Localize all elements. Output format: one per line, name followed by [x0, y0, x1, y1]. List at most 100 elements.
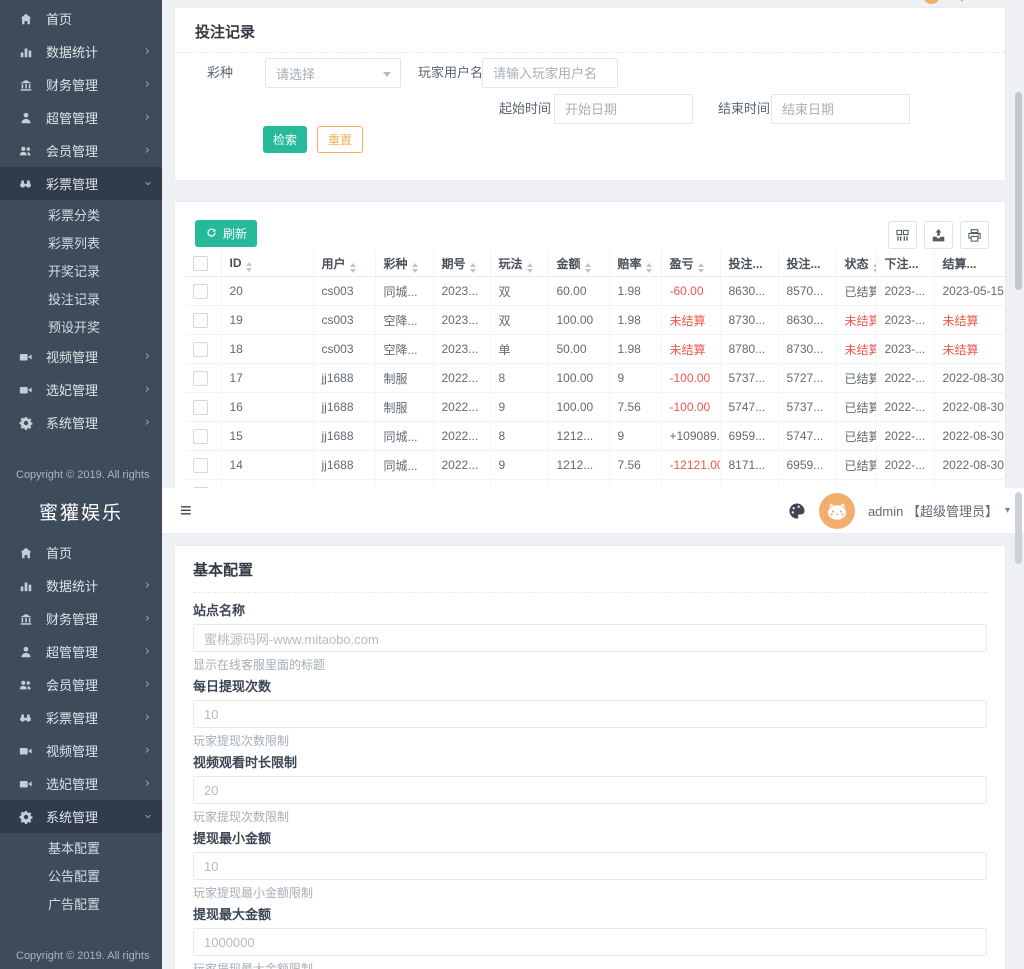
scrollbar[interactable]	[1015, 92, 1022, 290]
row-checkbox[interactable]	[193, 283, 208, 299]
sidebar-item[interactable]: 系统管理 ›	[0, 800, 162, 833]
sidebar-item[interactable]: 首页	[0, 2, 162, 35]
table-cell: 5737...	[720, 363, 779, 393]
field-input[interactable]	[193, 852, 987, 880]
start-date-input[interactable]	[554, 94, 693, 124]
sidebar-item[interactable]: 首页	[0, 536, 162, 569]
select-all-checkbox[interactable]	[193, 256, 208, 272]
sidebar-subitem[interactable]: 基本配置	[0, 833, 162, 861]
sidebar-item[interactable]: 系统管理 ›	[0, 406, 162, 439]
row-checkbox[interactable]	[193, 428, 208, 444]
column-header[interactable]: 投注...	[720, 251, 779, 277]
table-cell: jj1688	[313, 479, 376, 488]
sidebar-item[interactable]: 超管管理 ›	[0, 101, 162, 134]
sort-icon[interactable]	[411, 262, 418, 273]
table-cell: 空降...	[375, 334, 434, 364]
sidebar-item[interactable]: 超管管理 ›	[0, 635, 162, 668]
refresh-button[interactable]: 刷新	[195, 220, 258, 247]
sidebar-item[interactable]: 选妃管理 ›	[0, 373, 162, 406]
row-checkbox[interactable]	[193, 457, 208, 473]
sidebar-subitem[interactable]: 预设开奖	[0, 312, 162, 340]
lottery-type-select[interactable]: 请选择	[265, 58, 401, 88]
player-username-input[interactable]	[482, 58, 618, 88]
sidebar-item[interactable]: 数据统计 ›	[0, 569, 162, 602]
sidebar-item[interactable]: 会员管理 ›	[0, 668, 162, 701]
column-header[interactable]: 状态	[836, 251, 877, 277]
field-input[interactable]	[193, 928, 987, 956]
row-checkbox[interactable]	[193, 399, 208, 415]
table-cell: 5747...	[778, 479, 837, 488]
sidebar: 首页 数据统计 › 财务管理 › 超管管理 › 会员管理 › 彩票管理 › 彩票分类 彩票列表 开奖记录投…	[0, 0, 162, 488]
row-checkbox[interactable]	[193, 486, 208, 488]
avatar[interactable]	[923, 0, 940, 4]
sidebar-item-label: 超管管理	[46, 645, 99, 660]
column-header[interactable]: 盈亏	[661, 251, 721, 277]
sort-icon[interactable]	[245, 261, 252, 272]
search-button[interactable]: 检索	[263, 126, 307, 153]
sidebar-item[interactable]: 视频管理 ›	[0, 340, 162, 373]
theme-palette-icon[interactable]	[788, 502, 806, 520]
sort-icon[interactable]	[349, 262, 356, 273]
sort-icon[interactable]	[872, 262, 875, 273]
gear-icon	[17, 809, 34, 825]
sidebar-subitem[interactable]: 公告配置	[0, 861, 162, 889]
sort-icon[interactable]	[697, 262, 704, 273]
sidebar-item[interactable]: 视频管理 ›	[0, 734, 162, 767]
sidebar-subitem[interactable]: 彩票列表	[0, 228, 162, 256]
column-header[interactable]: 金额	[548, 251, 610, 277]
hamburger-menu-icon[interactable]: ≡	[180, 499, 192, 522]
column-header[interactable]: 赔率	[609, 251, 662, 277]
sidebar-item[interactable]: 财务管理 ›	[0, 602, 162, 635]
sidebar-item[interactable]: 彩票管理 ›	[0, 167, 162, 200]
sort-icon[interactable]	[526, 262, 533, 273]
sidebar-item[interactable]: 会员管理 ›	[0, 134, 162, 167]
field-input[interactable]	[193, 700, 987, 728]
row-checkbox[interactable]	[193, 370, 208, 386]
table-cell: 制服	[375, 392, 434, 422]
table-cell: 100.00	[548, 392, 610, 422]
field-input[interactable]	[193, 776, 987, 804]
table-cell: 16	[221, 392, 314, 422]
sidebar-subitem[interactable]: 广告配置	[0, 889, 162, 917]
table-cell: -1212.00	[661, 479, 721, 488]
table-cell: 已结算	[836, 276, 877, 306]
column-header[interactable]: 彩种	[375, 251, 434, 277]
sidebar-item[interactable]: 彩票管理 ›	[0, 701, 162, 734]
reset-button[interactable]: 重置	[317, 126, 363, 153]
sidebar-item[interactable]: 选妃管理 ›	[0, 767, 162, 800]
scrollbar[interactable]	[1015, 492, 1022, 564]
end-date-input[interactable]	[771, 94, 910, 124]
row-checkbox[interactable]	[193, 341, 208, 357]
admin-user-menu[interactable]: admin 【超级管理员】	[867, 504, 998, 519]
sidebar-item-label: 超管管理	[46, 111, 99, 126]
sort-icon[interactable]	[469, 262, 476, 273]
table-cell: 1.98	[609, 305, 662, 335]
sort-icon[interactable]	[645, 262, 652, 273]
column-header[interactable]: 玩法	[490, 251, 549, 277]
sort-icon[interactable]	[584, 262, 591, 273]
sidebar-subitem[interactable]: 投注记录	[0, 284, 162, 312]
print-button[interactable]	[960, 221, 989, 249]
row-checkbox[interactable]	[193, 312, 208, 328]
sidebar-subitem[interactable]: 开奖记录	[0, 256, 162, 284]
sidebar-subitem[interactable]: 彩票分类	[0, 200, 162, 228]
column-header[interactable]: 下注...	[876, 251, 935, 277]
export-button[interactable]	[924, 221, 953, 249]
sidebar-item[interactable]: 财务管理 ›	[0, 68, 162, 101]
config-form: 站点名称显示在线客服里面的标题每日提现次数玩家提现次数限制视频观看时长限制玩家提…	[193, 600, 987, 969]
avatar[interactable]	[818, 492, 855, 529]
column-header[interactable]: ID	[221, 251, 314, 277]
column-header[interactable]: 期号	[433, 251, 491, 277]
field-input[interactable]	[193, 624, 987, 652]
table-cell: -100.00	[661, 363, 721, 393]
column-header[interactable]: 结算...	[934, 251, 1024, 277]
table-cell: 9	[609, 363, 662, 393]
table-cell: 未结算	[661, 305, 721, 335]
sidebar-item[interactable]: 数据统计 ›	[0, 35, 162, 68]
column-header[interactable]: 用户	[313, 251, 376, 277]
sidebar-item-label: 彩票管理	[46, 711, 99, 726]
start-time-label: 起始时间	[499, 101, 552, 116]
column-header[interactable]: 投注...	[778, 251, 837, 277]
columns-toggle-button[interactable]	[888, 221, 917, 249]
divider	[193, 592, 987, 593]
